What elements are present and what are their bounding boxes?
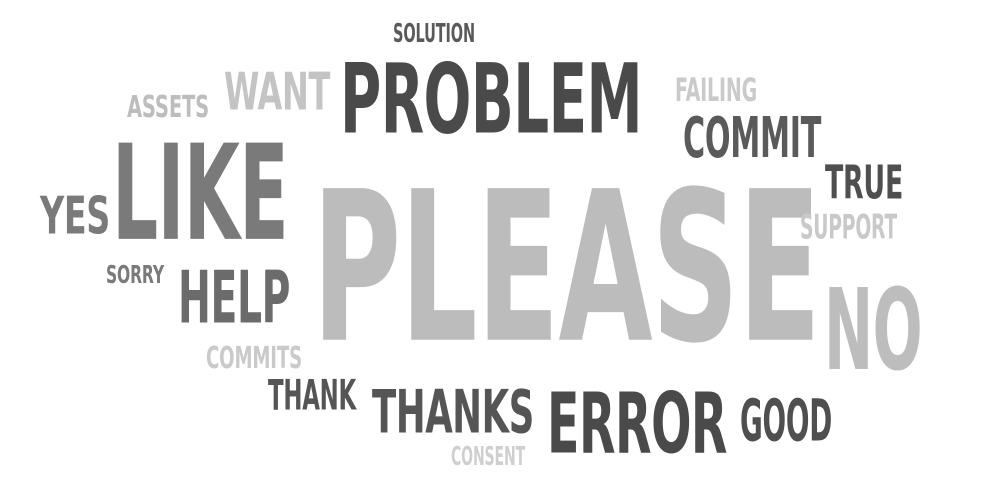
- word-please: PLEASE: [312, 146, 821, 390]
- word-thank: THANK: [268, 370, 356, 420]
- word-no: NO: [824, 264, 923, 396]
- word-consent: CONSENT: [451, 440, 525, 472]
- word-solution: SOLUTION: [393, 17, 475, 49]
- word-want: WANT: [224, 61, 330, 123]
- word-commit: COMMIT: [683, 104, 821, 171]
- word-good: GOOD: [740, 386, 832, 455]
- word-yes: YES: [40, 185, 110, 247]
- word-help: HELP: [178, 255, 290, 340]
- word-assets: ASSETS: [127, 89, 209, 125]
- word-sorry: SORRY: [106, 259, 164, 289]
- word-thanks: THANKS: [372, 376, 534, 447]
- word-like: LIKE: [112, 116, 289, 271]
- word-true: TRUE: [825, 155, 903, 210]
- word-failing: FAILING: [675, 71, 757, 109]
- word-problem: PROBLEM: [340, 43, 643, 156]
- word-error: ERROR: [547, 374, 727, 473]
- word-commits: COMMITS: [206, 340, 302, 376]
- word-support: SUPPORT: [800, 206, 897, 247]
